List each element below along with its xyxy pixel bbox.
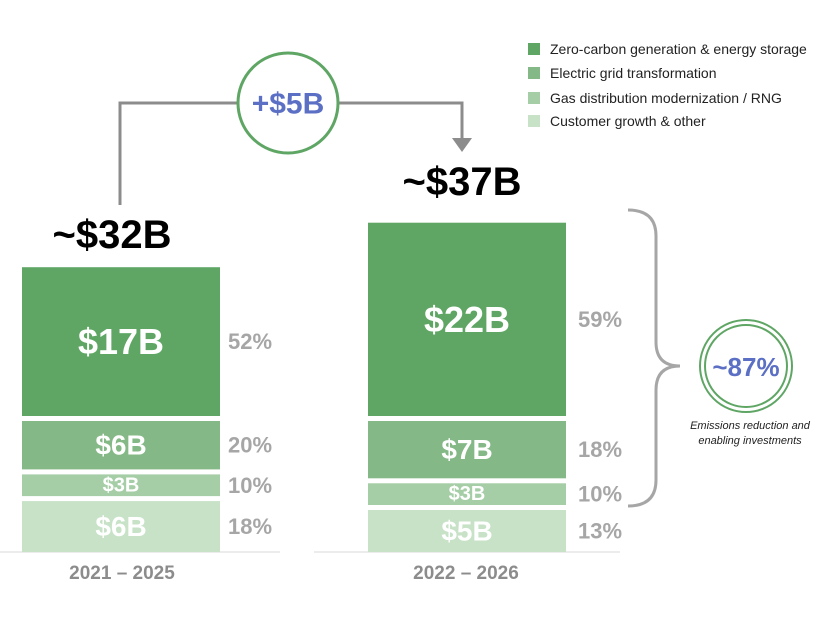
bar-value-label-zero-carbon-0: $17B (78, 321, 164, 362)
total-label-2021-2025: ~$32B (53, 213, 172, 257)
bar-value-label-electric-grid-0: $6B (95, 430, 146, 461)
legend-label-zero-carbon: Zero-carbon generation & energy storage (550, 41, 807, 57)
percent-label-electric-grid-0: 20% (228, 433, 272, 458)
bar-value-label-gas-distribution-0: $3B (103, 474, 140, 496)
percent-label-zero-carbon-0: 52% (228, 329, 272, 354)
bar-value-label-zero-carbon-1: $22B (424, 299, 510, 340)
percent-label-gas-distribution-0: 10% (228, 473, 272, 498)
percent-label-zero-carbon-1: 59% (578, 307, 622, 332)
bar-customer-growth-2022-2026 (368, 510, 566, 552)
category-label-2021-2025: 2021 – 2025 (69, 563, 175, 584)
bar-gas-distribution-2021-2025 (22, 474, 220, 497)
bar-value-label-electric-grid-1: $7B (441, 434, 492, 465)
emissions-bracket (627, 208, 681, 508)
total-label-2022-2026: ~$37B (403, 160, 522, 204)
connector-arrowhead (452, 138, 472, 152)
category-label-2022-2026: 2022 – 2026 (413, 563, 519, 584)
share-circle-outer (699, 319, 793, 413)
legend-label-customer-growth: Customer growth & other (550, 113, 706, 129)
increase-circle (236, 51, 340, 155)
increase-connector-arrow (118, 101, 464, 205)
legend: Zero-carbon generation & energy storage … (528, 41, 807, 129)
increase-label: +$5B (252, 88, 325, 121)
bar-zero-carbon-2021-2025 (22, 267, 220, 416)
legend-swatch-gas-distribution (528, 92, 540, 104)
legend-swatch-customer-growth (528, 115, 540, 127)
bar-value-label-customer-growth-1: $5B (441, 516, 492, 547)
bar-value-label-gas-distribution-1: $3B (449, 483, 486, 505)
legend-swatch-electric-grid (528, 67, 540, 79)
bar-electric-grid-2022-2026 (368, 421, 566, 479)
percent-label-customer-growth-0: 18% (228, 514, 272, 539)
bars-group: $6B 18% $3B 10% $6B 20% $17B 52% $5B 13% $3B 10% $7B… (22, 222, 622, 552)
bar-gas-distribution-2022-2026 (368, 483, 566, 505)
bar-zero-carbon-2022-2026 (368, 222, 566, 416)
bar-value-label-customer-growth-0: $6B (95, 511, 146, 542)
percent-label-electric-grid-1: 18% (578, 437, 622, 462)
legend-label-electric-grid: Electric grid transformation (550, 65, 717, 81)
bar-electric-grid-2021-2025 (22, 421, 220, 470)
legend-swatch-zero-carbon (528, 43, 540, 55)
bar-customer-growth-2021-2025 (22, 501, 220, 552)
legend-label-gas-distribution: Gas distribution modernization / RNG (550, 90, 782, 106)
percent-label-gas-distribution-1: 10% (578, 482, 622, 507)
share-circle-inner (704, 324, 788, 408)
share-label: ~87% (712, 352, 779, 382)
percent-label-customer-growth-1: 13% (578, 519, 622, 544)
bracket-note-line-2: enabling investments (698, 435, 802, 447)
bracket-note-line-1: Emissions reduction and (690, 420, 811, 432)
